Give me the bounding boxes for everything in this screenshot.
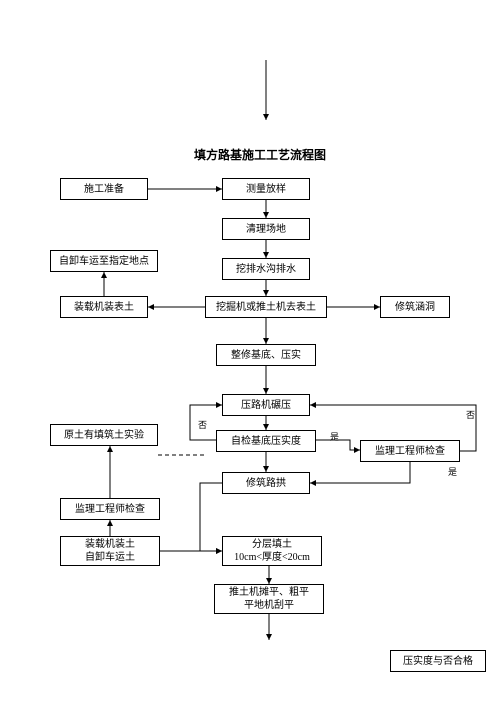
node-truck: 自卸车运至指定地点 [50, 250, 158, 272]
node-fixbase: 整修基底、压实 [216, 344, 316, 366]
node-drain: 挖排水沟排水 [222, 258, 310, 280]
page-title: 填方路基施工工艺流程图 [170, 146, 350, 163]
node-culvert: 修筑涵洞 [380, 296, 450, 318]
label-yes-1: 是 [330, 430, 339, 443]
node-loadsoil: 装载机装土 自卸车运土 [60, 536, 160, 566]
label-no-2: 否 [466, 408, 475, 421]
node-supervise2: 监理工程师检查 [360, 440, 460, 462]
node-loader: 装载机装表土 [60, 296, 148, 318]
node-origsoil: 原土有填筑土实验 [50, 424, 158, 446]
node-arch: 修筑路拱 [222, 472, 310, 494]
node-selfcheck: 自检基底压实度 [216, 430, 316, 452]
label-no-1: 否 [198, 418, 207, 431]
node-survey: 测量放样 [222, 178, 310, 200]
node-supervise1: 监理工程师检查 [60, 498, 160, 520]
node-excavator: 挖掘机或推土机去表土 [205, 296, 327, 318]
label-yes-2: 是 [448, 465, 457, 478]
node-clear: 清理场地 [222, 218, 310, 240]
node-qualified: 压实度与否合格 [390, 650, 486, 672]
node-roller: 压路机碾压 [222, 394, 310, 416]
node-bulldoze: 推土机摊平、粗平 平地机刮平 [214, 584, 324, 614]
node-layerfill: 分层填土 10cm<厚度<20cm [222, 536, 322, 566]
node-prep: 施工准备 [60, 178, 148, 200]
